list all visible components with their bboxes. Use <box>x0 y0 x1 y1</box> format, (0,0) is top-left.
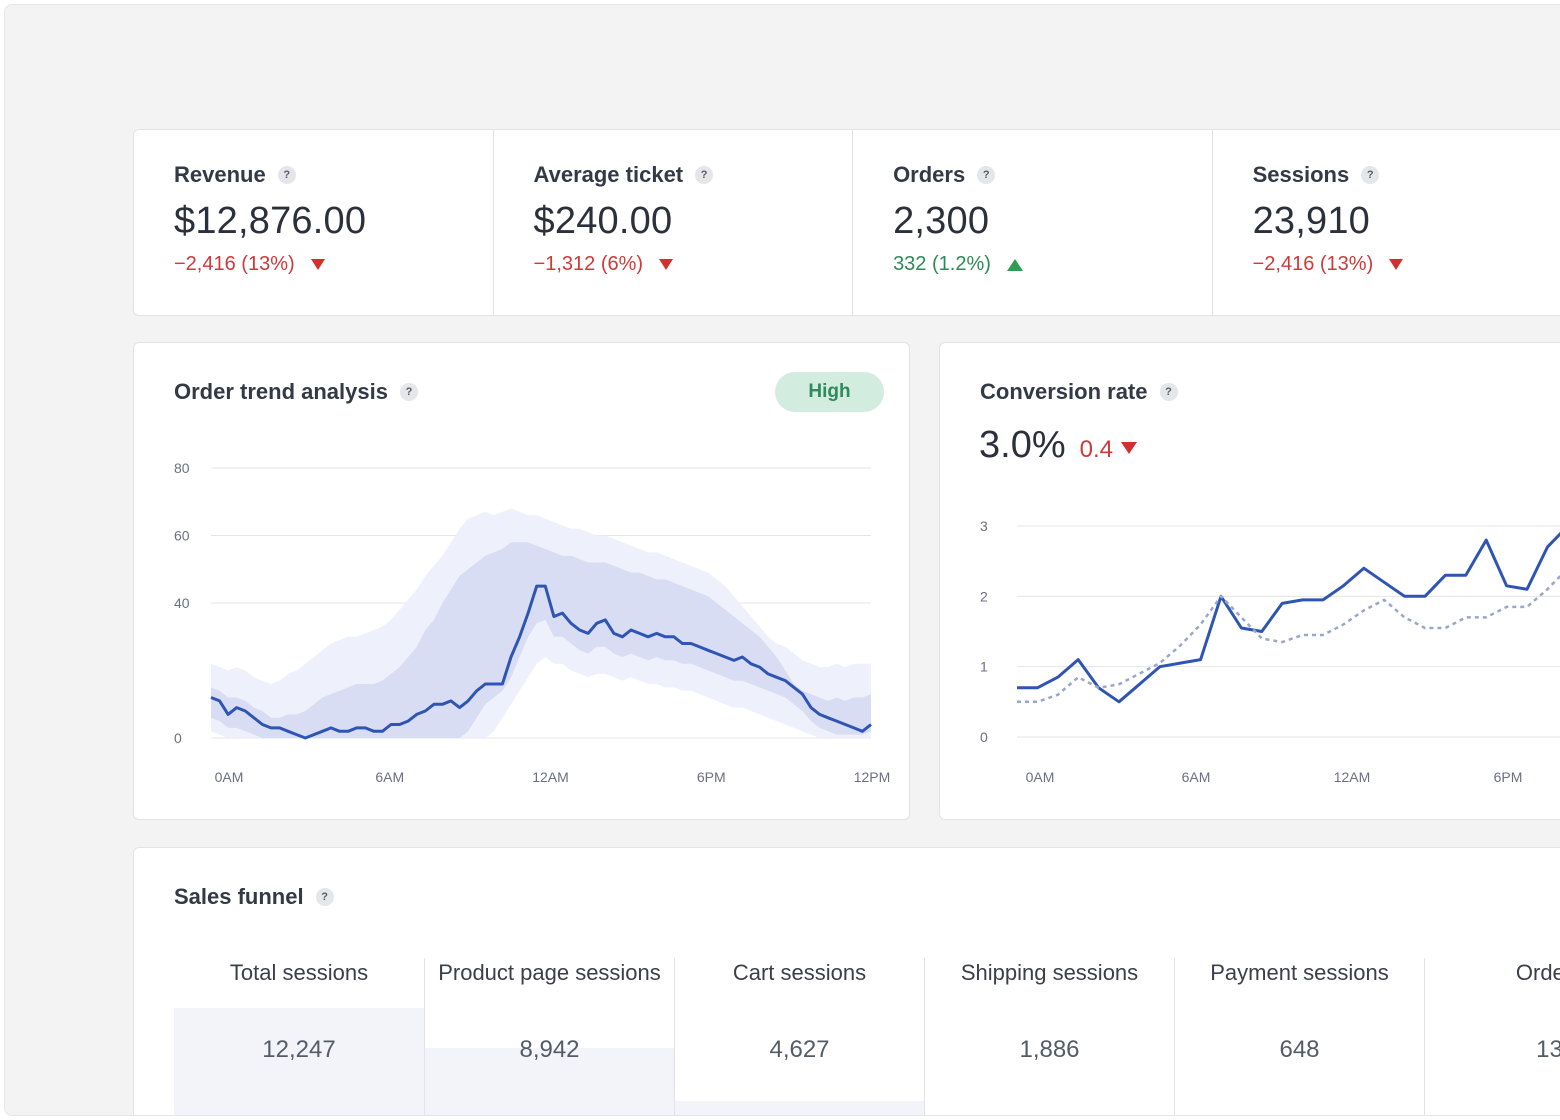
x-tick-label: 6PM <box>697 769 726 785</box>
funnel-column-label: Cart sessions <box>732 960 867 985</box>
funnel-column: Payment sessions 648 <box>1174 958 1424 1115</box>
kpi-title: Revenue ? <box>174 162 493 188</box>
triangle-down-icon <box>1389 259 1404 270</box>
inner-range-band <box>211 542 871 738</box>
funnel-column-label: Payment sessions <box>1210 960 1389 985</box>
kpi-row: Revenue ? $12,876.00 −2,416 (13%) Averag… <box>133 129 1560 316</box>
funnel-column-value: 648 <box>1279 1036 1320 1063</box>
kpi-title: Orders ? <box>893 162 1212 188</box>
help-icon[interactable]: ? <box>695 166 714 184</box>
kpi-title-label: Revenue <box>174 162 266 187</box>
x-tick-label: 0AM <box>1026 769 1055 785</box>
kpi-delta-label: −2,416 (13%) <box>174 253 295 275</box>
x-tick-label: 12AM <box>1334 769 1371 785</box>
conversion-title: Conversion rate <box>980 379 1148 404</box>
kpi-value: $12,876.00 <box>174 200 367 242</box>
help-icon[interactable]: ? <box>277 166 296 184</box>
y-tick-label: 2 <box>980 588 988 604</box>
help-icon[interactable]: ? <box>315 888 334 906</box>
kpi-title-label: Orders <box>893 162 966 187</box>
kpi-orders: Orders ? 2,300 332 (1.2%) <box>853 130 1213 315</box>
card-title: Conversion rate ? <box>980 379 1178 405</box>
order-trend-card: Order trend analysis ? High 0 40 60 80 0AM 6A… <box>133 342 910 820</box>
funnel-column-value: 4,627 <box>769 1036 830 1063</box>
kpi-revenue: Revenue ? $12,876.00 −2,416 (13%) <box>134 130 494 315</box>
y-tick-label: 0 <box>174 730 182 746</box>
triangle-up-icon <box>1006 258 1023 271</box>
kpi-title-label: Sessions <box>1252 162 1350 187</box>
help-icon[interactable]: ? <box>1159 383 1178 401</box>
kpi-title: Sessions ? <box>1253 162 1560 188</box>
kpi-value: 23,910 <box>1252 200 1371 242</box>
kpi-title: Average ticket ? <box>534 162 853 188</box>
y-tick-label: 60 <box>174 528 190 544</box>
x-tick-label: 0AM <box>215 769 244 785</box>
funnel-column: Total sessions 12,247 <box>174 958 424 1115</box>
funnel-column-value: 8,942 <box>519 1036 580 1063</box>
funnel-bar <box>675 1101 924 1115</box>
kpi-value: $240.00 <box>533 200 673 242</box>
help-icon[interactable]: ? <box>399 383 418 401</box>
x-tick-label: 6AM <box>1182 769 1211 785</box>
trend-level-badge: High <box>775 372 884 412</box>
funnel-column: Orders 13 <box>1424 958 1560 1115</box>
kpi-delta: −2,416 (13%) <box>1253 253 1560 276</box>
funnel-column-value: 1,886 <box>1019 1036 1080 1063</box>
y-tick-label: 1 <box>980 659 988 675</box>
x-tick-label: 6PM <box>1494 769 1523 785</box>
funnel-column-value: 12,247 <box>262 1036 336 1063</box>
outer-range-band <box>211 508 871 738</box>
funnel-column: Cart sessions 4,627 <box>674 958 924 1115</box>
kpi-delta: −1,312 (6%) <box>534 253 853 276</box>
x-tick-label: 12PM <box>854 769 891 785</box>
y-tick-label: 3 <box>980 518 988 534</box>
funnel-column-label: Product page sessions <box>438 960 661 985</box>
funnel-column-label: Total sessions <box>229 960 369 985</box>
triangle-down-icon <box>310 259 325 270</box>
kpi-delta-label: −1,312 (6%) <box>533 253 644 275</box>
conversion-delta: 0.4 <box>1079 436 1113 463</box>
funnel-columns: Total sessions 12,247 Product page session… <box>174 958 1560 1115</box>
x-tick-label: 12AM <box>532 769 569 785</box>
kpi-delta-label: 332 (1.2%) <box>893 253 991 275</box>
kpi-delta: −2,416 (13%) <box>174 253 493 276</box>
card-title: Sales funnel ? <box>174 884 334 910</box>
y-tick-label: 0 <box>980 729 988 745</box>
conversion-line <box>1017 531 1560 704</box>
funnel-column-value: 13 <box>1536 1036 1560 1063</box>
comparison-line <box>1017 574 1560 704</box>
triangle-down-icon <box>1121 441 1137 454</box>
order-trend-line <box>210 584 872 740</box>
y-tick-label: 80 <box>174 460 190 476</box>
funnel-title: Sales funnel <box>174 884 304 909</box>
help-icon[interactable]: ? <box>1361 166 1380 184</box>
kpi-title-label: Average ticket <box>533 162 684 187</box>
card-title: Order trend analysis ? <box>174 379 418 405</box>
kpi-sessions: Sessions ? 23,910 −2,416 (13%) <box>1213 130 1560 315</box>
funnel-column-label: Orders <box>1515 960 1560 985</box>
funnel-bar <box>425 1048 674 1115</box>
kpi-value: 2,300 <box>893 200 990 242</box>
x-tick-label: 6AM <box>375 769 404 785</box>
order-trend-title: Order trend analysis <box>174 379 388 404</box>
kpi-average-ticket: Average ticket ? $240.00 −1,312 (6%) <box>494 130 854 315</box>
kpi-delta-label: −2,416 (13%) <box>1252 253 1374 275</box>
conversion-rate-card: Conversion rate ? 3.0% 0.4 0 1 2 3 0AM 6AM 12A… <box>939 342 1560 820</box>
help-icon[interactable]: ? <box>977 166 996 184</box>
conversion-summary: 3.0% 0.4 <box>979 424 1137 467</box>
y-tick-label: 40 <box>174 595 190 611</box>
conversion-value: 3.0% <box>979 424 1066 466</box>
funnel-column: Product page sessions 8,942 <box>424 958 674 1115</box>
dashboard-viewport: Revenue ? $12,876.00 −2,416 (13%) Averag… <box>4 4 1560 1116</box>
order-trend-chart: 0 40 60 80 0AM 6AM 12AM 6PM 12PM <box>174 460 891 785</box>
funnel-column-label: Shipping sessions <box>960 960 1139 985</box>
conversion-chart: 0 1 2 3 0AM 6AM 12AM 6PM <box>980 518 1560 785</box>
sales-funnel-card: Sales funnel ? Total sessions 12,247 Produ… <box>133 847 1560 1115</box>
triangle-down-icon <box>659 259 674 270</box>
funnel-bar <box>174 1008 424 1115</box>
kpi-delta: 332 (1.2%) <box>893 253 1212 276</box>
funnel-column: Shipping sessions 1,886 <box>924 958 1174 1115</box>
